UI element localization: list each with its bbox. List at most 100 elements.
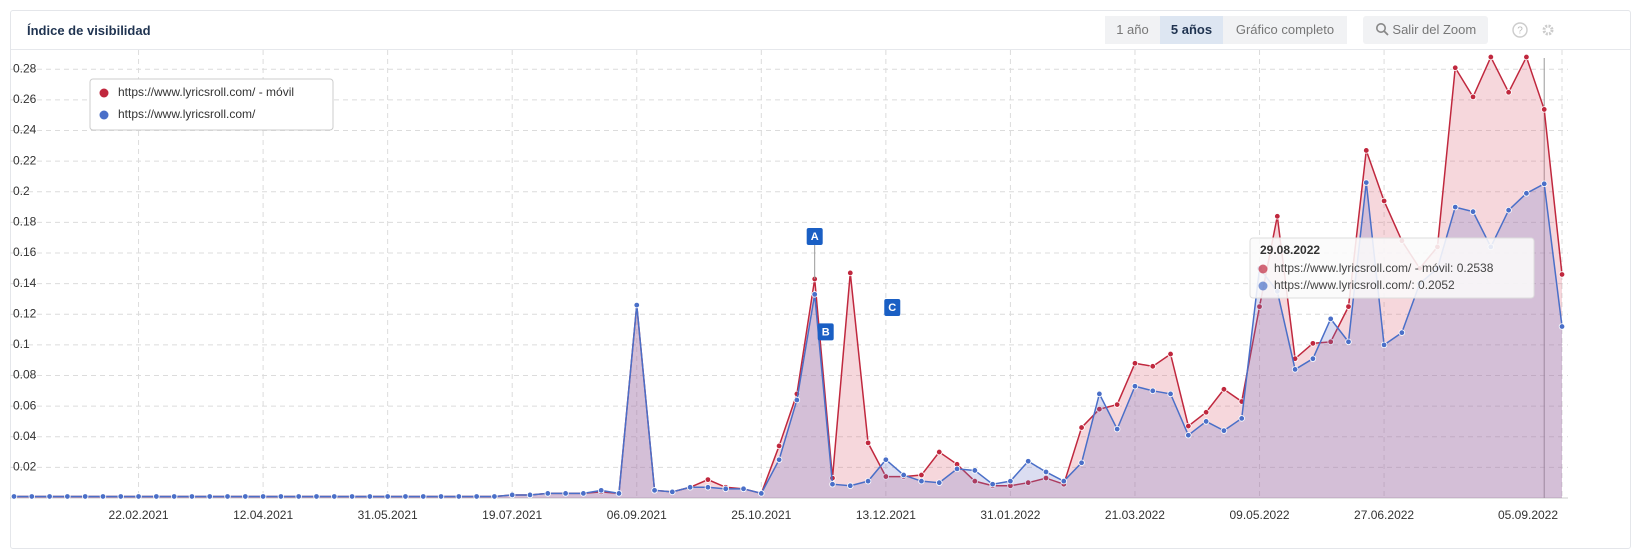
x-tick-label: 22.02.2021	[109, 508, 169, 522]
point	[1274, 213, 1281, 220]
point	[473, 493, 480, 500]
tooltip-date: 29.08.2022	[1260, 243, 1320, 257]
point	[1149, 387, 1156, 395]
point	[1042, 474, 1050, 482]
point	[1113, 401, 1121, 408]
point	[1025, 479, 1032, 486]
icons[interactable]: ?	[1511, 21, 1561, 39]
y-tick-label: 0.08	[13, 368, 37, 382]
point	[420, 493, 427, 500]
tooltip-name: https://www.lyricsroll.com/	[1274, 278, 1412, 292]
point	[704, 476, 712, 483]
x-tick-label: 27.06.2022	[1354, 508, 1414, 522]
point	[1131, 383, 1139, 390]
point	[775, 456, 783, 463]
point	[1256, 303, 1263, 310]
point	[1505, 206, 1512, 214]
tooltip-marker	[1258, 281, 1268, 291]
point	[829, 481, 836, 488]
flag	[817, 323, 834, 341]
tooltip: 29.08.2022 https://www.lyricsroll.com/ - …	[1249, 237, 1535, 299]
point	[669, 488, 676, 496]
legend-marker	[99, 88, 109, 98]
point	[224, 493, 231, 500]
point	[971, 477, 979, 485]
tooltip-name: https://www.lyricsroll.com/ - móvil	[1274, 261, 1450, 275]
point	[936, 479, 943, 486]
point	[1469, 208, 1477, 215]
point	[28, 493, 35, 500]
point	[1025, 458, 1032, 465]
flag-label: C	[888, 302, 896, 314]
flag-label: B	[822, 326, 830, 338]
point	[847, 482, 854, 489]
point	[1558, 271, 1566, 278]
y-tick-label: 0.16	[13, 245, 37, 259]
tooltip-box	[1249, 237, 1535, 299]
point	[153, 493, 160, 500]
point	[758, 490, 765, 497]
point	[491, 493, 498, 500]
point	[1078, 459, 1085, 466]
point	[704, 484, 712, 491]
range-button[interactable]: 1 año	[1105, 16, 1160, 44]
point	[1309, 355, 1317, 362]
point	[882, 456, 890, 463]
point	[117, 493, 124, 500]
point	[1131, 360, 1139, 367]
point	[331, 493, 338, 500]
x-tick-label: 12.04.2021	[233, 508, 293, 522]
point	[1523, 53, 1530, 61]
point	[882, 473, 890, 480]
point	[936, 448, 943, 456]
point	[1345, 303, 1352, 310]
zoom-button[interactable]: Salir del Zoom	[1363, 16, 1488, 44]
point	[259, 493, 267, 500]
point	[384, 493, 391, 500]
point	[775, 442, 783, 450]
tooltip-sep: :	[1450, 261, 1457, 275]
point	[1149, 363, 1156, 370]
svg-text:?: ?	[1517, 26, 1523, 37]
zoom-label: Salir del Zoom	[1392, 22, 1477, 37]
point	[1487, 53, 1495, 61]
point	[1202, 418, 1210, 425]
point	[170, 493, 178, 500]
point	[864, 477, 872, 485]
point	[900, 471, 907, 479]
point	[1202, 409, 1210, 416]
y-tick-label: 0.28	[13, 61, 37, 75]
point	[1167, 350, 1174, 358]
point	[1380, 197, 1388, 205]
point	[348, 493, 356, 500]
point	[1523, 190, 1530, 197]
point	[580, 490, 587, 497]
search-icon	[1375, 23, 1389, 36]
point	[10, 493, 18, 500]
chart-title: Índice de visibilidad	[27, 23, 151, 38]
point	[46, 493, 53, 500]
legend-label: https://www.lyricsroll.com/ - móvil	[118, 85, 294, 99]
point	[1042, 468, 1050, 476]
range-button[interactable]: 5 años	[1160, 16, 1223, 44]
point	[1327, 315, 1334, 323]
x-tick-label: 21.03.2022	[1105, 508, 1165, 522]
point	[1220, 386, 1228, 393]
point	[206, 493, 213, 500]
tooltip-marker	[1258, 264, 1268, 274]
point	[1220, 427, 1228, 434]
tooltip-sep: :	[1411, 278, 1418, 292]
point	[277, 493, 285, 500]
range-button[interactable]: Gráfico completo	[1223, 16, 1347, 44]
point	[1238, 415, 1245, 422]
point	[81, 493, 89, 500]
x-tick-label: 05.09.2022	[1498, 508, 1558, 522]
x-tick-label: 06.09.2021	[607, 508, 667, 522]
point	[526, 491, 534, 499]
point	[135, 493, 142, 500]
y-tick-label: 0.18	[13, 215, 37, 229]
point	[313, 493, 320, 500]
tooltip-value: 0.2538	[1457, 261, 1494, 275]
legend-box	[89, 78, 334, 131]
flag	[884, 298, 901, 316]
